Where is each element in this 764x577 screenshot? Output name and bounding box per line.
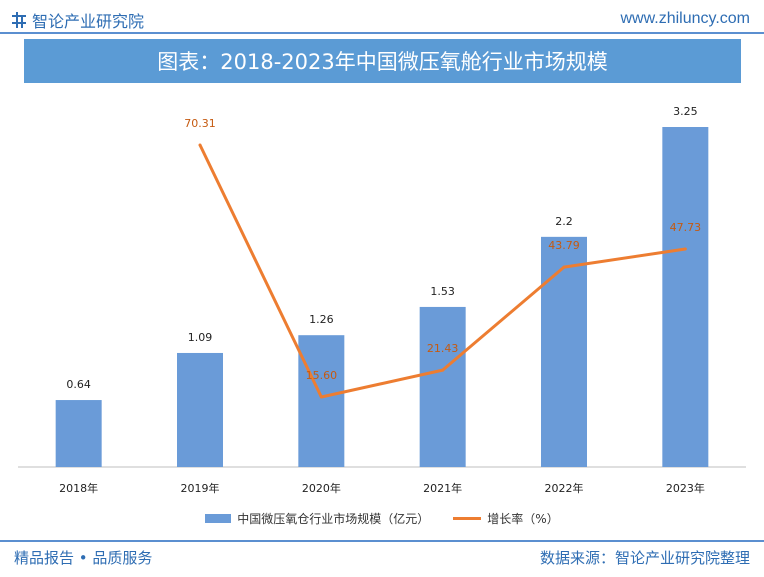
x-tick-label: 2020年 [302,481,341,495]
bar-value-label: 0.64 [66,378,91,391]
bar-value-label: 1.26 [309,313,334,326]
x-tick-label: 2018年 [59,481,98,495]
growth-rate-point [319,395,323,399]
growth-rate-point [441,368,445,372]
chart-title-banner: 图表：2018-2023年中国微压氧舱行业市场规模 [24,39,741,83]
bar [541,236,587,467]
footer-source: 数据来源：智论产业研究院整理 [539,549,750,567]
footer-divider [0,540,764,542]
growth-rate-label: 70.31 [184,117,216,130]
legend-item-line: 增长率（%） [453,510,559,527]
growth-rate-point [683,247,687,251]
bar [177,352,223,467]
legend-bar-swatch [205,514,232,523]
chart-title: 图表：2018-2023年中国微压氧舱行业市场规模 [157,50,608,74]
brand-name: 智论产业研究院 [32,12,145,31]
growth-rate-point [198,143,202,147]
legend-item-bar: 中国微压氧仓行业市场规模（亿元） [205,510,429,527]
legend-bar-label: 中国微压氧仓行业市场规模（亿元） [237,512,430,526]
x-tick-label: 2019年 [181,481,220,495]
growth-rate-label: 15.60 [306,369,338,382]
brand-header: 智论产业研究院 [10,8,144,32]
footer-slogan: 精品报告 • 品质服务 [14,549,153,567]
chart-svg: 0.64 2018年 1.09 2019年 1.26 2020年 1.53 2021年 2.2 2… [18,105,746,495]
header-divider [0,32,764,34]
bar-value-label: 3.25 [673,105,698,118]
bar [298,335,345,467]
bar [419,306,466,467]
legend-line-label: 增长率（%） [487,512,559,526]
growth-rate-label: 47.73 [670,221,702,234]
bar-value-label: 2.2 [555,215,573,228]
bar-value-label: 1.53 [430,285,455,298]
legend: 中国微压氧仓行业市场规模（亿元） 增长率（%） [0,510,764,527]
bar-value-label: 1.09 [188,331,213,344]
chart-area: 0.64 2018年 1.09 2019年 1.26 2020年 1.53 2021年 2.2 2… [0,90,764,540]
brand-logo-icon [12,12,26,28]
x-tick-label: 2023年 [666,481,705,495]
x-tick-label: 2022年 [545,481,584,495]
growth-rate-label: 21.43 [427,342,459,355]
x-tick-label: 2021年 [423,481,462,495]
legend-line-swatch [453,517,482,520]
website-url: www.zhiluncy.com [620,10,750,27]
bar [662,127,709,467]
bar [55,400,102,467]
growth-rate-label: 43.79 [548,239,580,252]
growth-rate-point [562,265,566,269]
